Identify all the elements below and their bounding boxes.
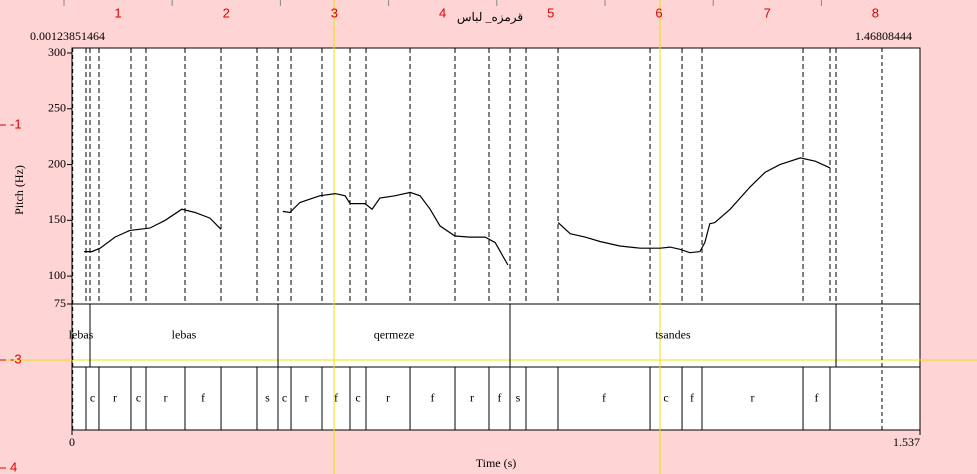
segment-label: s [516, 390, 521, 404]
segment-label: s [265, 390, 270, 404]
ruler-label: 7 [764, 5, 771, 20]
segment-label: c [663, 390, 668, 404]
ruler-label: 3 [331, 5, 338, 20]
segment-label: r [386, 390, 390, 404]
segment-label: r [113, 390, 117, 404]
segment-label: f [690, 390, 694, 404]
y-tick-label: 150 [48, 212, 66, 226]
ruler-label: 1 [114, 5, 121, 20]
ruler-label: 2 [223, 5, 230, 20]
segment-label: f [334, 390, 338, 404]
ruler-label: 6 [655, 5, 662, 20]
selection-label: 0.00123851464 [30, 29, 105, 43]
segment-label: r [305, 390, 309, 404]
x-axis-label: Time (s) [476, 456, 517, 470]
ruler-label: 5 [547, 5, 554, 20]
segment-label: f [201, 390, 205, 404]
y-axis-label: Pitch (Hz) [12, 165, 26, 215]
y-tick-label: 200 [48, 156, 66, 170]
word-label: tsandes [655, 327, 691, 341]
segment-label: c [136, 390, 141, 404]
ruler-label: -3 [10, 351, 22, 366]
segment-label: f [498, 390, 502, 404]
segment-label: r [470, 390, 474, 404]
word-label: lebas [69, 327, 94, 341]
segment-label: r [751, 390, 755, 404]
ruler-label: 8 [872, 5, 879, 20]
ruler-label: 4 [439, 5, 446, 20]
segment-label: r [163, 390, 167, 404]
segment-label: f [602, 390, 606, 404]
segment-label: f [431, 390, 435, 404]
pitch-curve [84, 157, 831, 266]
segment-label: c [282, 390, 287, 404]
y-tick-label: 100 [48, 268, 66, 282]
word-label: lebas [172, 327, 197, 341]
selection-label: 1.46808444 [855, 29, 912, 43]
word-label: qermeze [374, 327, 415, 341]
y-tick-label: 300 [48, 45, 66, 59]
y-tick-label: 75 [54, 296, 66, 310]
ruler-label: -1 [10, 116, 22, 131]
segment-label: c [90, 390, 95, 404]
title: قرمزه_ لباس [457, 10, 523, 24]
segment-label: f [815, 390, 819, 404]
x-tick-label: 1.537 [893, 435, 920, 449]
x-tick-label: 0 [69, 435, 75, 449]
ruler-label: 4 [10, 459, 17, 474]
plot-frame [71, 47, 921, 431]
segment-label: c [355, 390, 360, 404]
ruler [0, 0, 977, 10]
y-tick-label: 250 [48, 101, 66, 115]
